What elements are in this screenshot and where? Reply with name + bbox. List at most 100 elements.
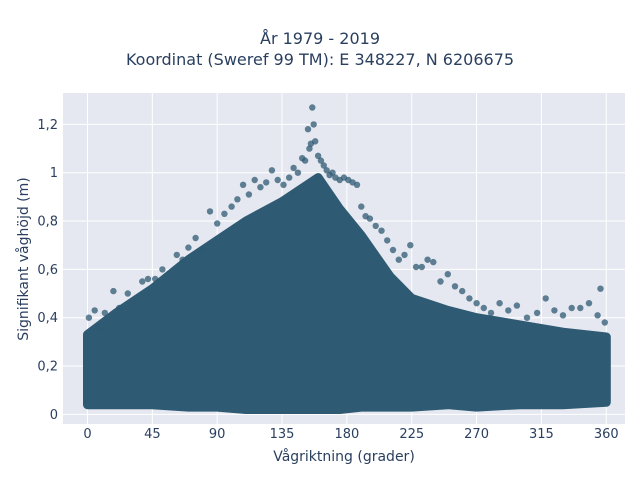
data-point (116, 304, 123, 312)
x-tick-label: 45 (144, 427, 161, 442)
data-point (139, 278, 146, 285)
chart-title-line-1: År 1979 - 2019 (260, 29, 380, 48)
data-point (179, 256, 186, 263)
data-point (430, 258, 437, 266)
data-point (353, 181, 361, 188)
data-point (384, 237, 391, 244)
data-cloud (83, 173, 611, 414)
data-point (466, 295, 473, 302)
data-point (577, 304, 584, 312)
data-point (372, 222, 379, 230)
data-point-cloud (83, 173, 611, 414)
data-point (101, 309, 109, 317)
data-point (312, 138, 319, 145)
y-tick-label: 0 (50, 408, 58, 423)
data-point (280, 181, 287, 188)
data-point (320, 162, 327, 169)
data-points (85, 104, 608, 331)
data-point (366, 215, 374, 222)
data-point (505, 307, 512, 314)
y-tick-label: 1 (50, 166, 58, 181)
data-point (206, 208, 214, 215)
data-point (144, 275, 152, 283)
x-tick-label: 270 (464, 427, 489, 442)
data-point (437, 278, 444, 285)
x-tick-label: 360 (594, 427, 619, 442)
data-point (199, 246, 206, 254)
data-point (523, 314, 531, 321)
x-tick-label: 0 (83, 427, 91, 442)
data-point (251, 176, 258, 184)
x-tick-label: 135 (270, 427, 295, 442)
data-point (395, 256, 402, 263)
data-point (329, 169, 336, 176)
data-point (245, 191, 253, 198)
data-point (214, 220, 221, 227)
data-point (597, 285, 604, 292)
data-point (559, 312, 567, 319)
data-point (309, 104, 316, 111)
data-point (166, 271, 173, 278)
data-point (263, 179, 270, 186)
data-point (286, 174, 293, 181)
data-point (378, 227, 385, 234)
data-point (424, 256, 431, 263)
data-point (228, 203, 235, 210)
data-point (110, 287, 117, 295)
chart-title-line-2: Koordinat (Sweref 99 TM): E 348227, N 62… (125, 50, 515, 69)
y-tick-label: 0,4 (37, 311, 58, 326)
data-point (480, 304, 487, 312)
data-point (173, 251, 180, 259)
data-point (124, 290, 131, 297)
data-point (459, 287, 466, 295)
data-point (221, 210, 228, 217)
data-point (301, 157, 309, 164)
data-point (268, 167, 276, 174)
data-point (451, 283, 459, 290)
data-point (310, 121, 317, 128)
data-point (323, 167, 330, 174)
data-point (290, 164, 297, 172)
data-point (418, 263, 425, 271)
data-point (513, 302, 521, 309)
y-tick-label: 1,2 (37, 118, 58, 133)
data-point (401, 251, 408, 259)
y-axis-title: Signifikant våghöjd (m) (15, 177, 32, 340)
data-point (95, 324, 103, 331)
data-point (533, 309, 541, 317)
data-point (412, 263, 420, 271)
data-point (473, 300, 480, 307)
x-tick-labels: 0 45 90 135 180 225 270 315 360 (83, 427, 618, 442)
y-tick-labels: 0 0,2 0,4 0,6 0,8 1 1,2 (37, 118, 58, 423)
data-point (239, 181, 247, 188)
data-point (317, 157, 325, 164)
y-tick-label: 0,6 (37, 263, 58, 278)
x-tick-label: 180 (334, 427, 359, 442)
data-point (91, 307, 98, 314)
x-tick-label: 315 (529, 427, 554, 442)
data-point (496, 300, 503, 307)
data-point (585, 300, 593, 307)
data-point (407, 242, 414, 249)
data-point (444, 271, 451, 278)
data-point (159, 266, 166, 273)
data-point (274, 176, 281, 184)
data-point (542, 295, 549, 302)
y-tick-label: 0,2 (37, 360, 58, 375)
x-tick-label: 90 (209, 427, 226, 442)
y-tick-label: 0,8 (37, 215, 58, 230)
data-point (568, 304, 575, 312)
data-point (185, 244, 192, 251)
data-point (294, 169, 302, 176)
data-point (487, 309, 495, 317)
data-point (601, 319, 608, 326)
data-point (152, 275, 159, 283)
data-point (85, 314, 93, 321)
data-point (304, 126, 312, 133)
data-point (314, 152, 322, 159)
data-point (192, 234, 199, 242)
data-point (389, 246, 397, 254)
data-point (257, 184, 264, 191)
data-point (551, 307, 558, 314)
